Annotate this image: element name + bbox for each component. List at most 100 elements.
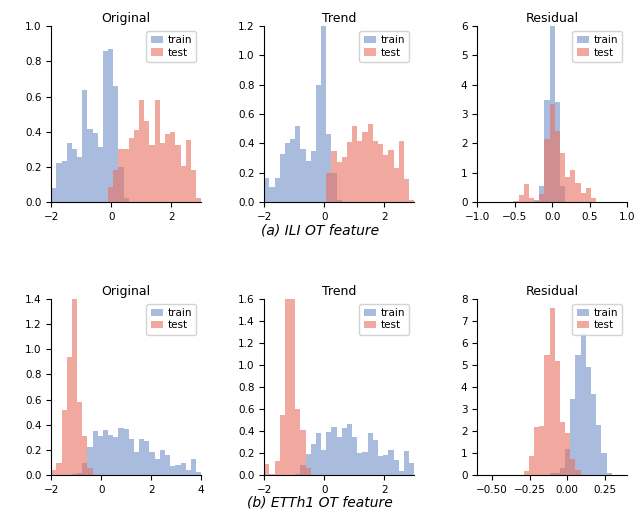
Bar — [305, 468, 311, 475]
Bar — [560, 468, 565, 475]
Bar — [347, 143, 352, 202]
Bar — [560, 152, 565, 202]
Bar — [150, 452, 155, 475]
Bar — [67, 143, 72, 202]
Bar — [264, 464, 269, 475]
Bar — [337, 437, 342, 475]
Bar — [586, 188, 591, 202]
Bar — [580, 193, 586, 202]
Bar — [316, 85, 321, 202]
Bar — [165, 455, 170, 475]
Bar — [170, 132, 175, 202]
Bar — [264, 179, 269, 202]
Bar — [113, 86, 118, 202]
Bar — [321, 22, 326, 202]
Bar — [51, 188, 56, 202]
Bar — [513, 200, 518, 202]
Bar — [373, 440, 378, 475]
Bar — [290, 139, 295, 202]
Bar — [383, 455, 388, 475]
Bar — [399, 471, 404, 475]
Bar — [295, 126, 300, 202]
Bar — [93, 133, 98, 202]
Bar — [139, 100, 144, 202]
Bar — [550, 15, 555, 202]
Bar — [150, 145, 155, 202]
Bar — [295, 409, 300, 475]
Bar — [388, 449, 394, 475]
Bar — [534, 427, 540, 475]
Bar — [129, 439, 134, 475]
Bar — [409, 200, 414, 202]
Bar — [175, 145, 180, 202]
Bar — [269, 474, 275, 475]
Bar — [144, 121, 150, 202]
Bar — [118, 149, 124, 202]
Bar — [113, 437, 118, 475]
Bar — [88, 468, 93, 475]
Bar — [113, 170, 118, 202]
Bar — [118, 168, 124, 202]
Bar — [394, 168, 399, 202]
Bar — [300, 149, 305, 202]
Bar — [347, 424, 352, 475]
Bar — [196, 198, 201, 202]
Bar — [529, 198, 534, 202]
Title: Trend: Trend — [322, 12, 356, 25]
Bar — [56, 163, 61, 202]
Bar — [82, 463, 88, 475]
Bar — [388, 150, 394, 202]
Bar — [596, 425, 602, 475]
Bar — [362, 132, 367, 202]
Bar — [404, 450, 409, 475]
Bar — [108, 49, 113, 202]
Bar — [529, 456, 534, 475]
Bar — [367, 124, 373, 202]
Bar — [555, 131, 560, 202]
Bar — [180, 166, 186, 202]
Bar — [56, 464, 61, 475]
Bar — [352, 437, 357, 475]
Bar — [342, 157, 347, 202]
Bar — [565, 449, 570, 475]
Bar — [118, 428, 124, 475]
Bar — [342, 429, 347, 475]
Bar — [545, 100, 550, 202]
Bar — [332, 151, 337, 202]
Legend: train, test: train, test — [147, 31, 196, 62]
Bar — [196, 472, 201, 475]
Legend: train, test: train, test — [573, 304, 622, 335]
Bar — [591, 197, 596, 202]
Bar — [550, 104, 555, 202]
Bar — [326, 134, 332, 202]
Bar — [139, 439, 144, 475]
Bar — [534, 201, 540, 202]
Bar — [586, 367, 591, 475]
Bar — [93, 431, 98, 475]
Bar — [550, 473, 555, 475]
Bar — [545, 355, 550, 475]
Bar — [269, 187, 275, 202]
Bar — [326, 432, 332, 475]
Bar — [305, 161, 311, 202]
Bar — [394, 459, 399, 475]
Title: Residual: Residual — [525, 285, 579, 298]
Bar — [275, 179, 280, 202]
Legend: train, test: train, test — [360, 31, 409, 62]
Bar — [409, 463, 414, 475]
Bar — [332, 428, 337, 475]
Bar — [61, 410, 67, 475]
Legend: train, test: train, test — [147, 304, 196, 335]
Bar — [88, 447, 93, 475]
Bar — [155, 459, 160, 475]
Bar — [560, 422, 565, 475]
Bar — [98, 436, 103, 475]
Bar — [373, 140, 378, 202]
Bar — [300, 465, 305, 475]
Bar — [72, 474, 77, 475]
Text: (b) ETTh1 OT feature: (b) ETTh1 OT feature — [247, 496, 393, 510]
Bar — [555, 361, 560, 475]
Bar — [51, 470, 56, 475]
Bar — [305, 454, 311, 475]
Bar — [560, 186, 565, 202]
